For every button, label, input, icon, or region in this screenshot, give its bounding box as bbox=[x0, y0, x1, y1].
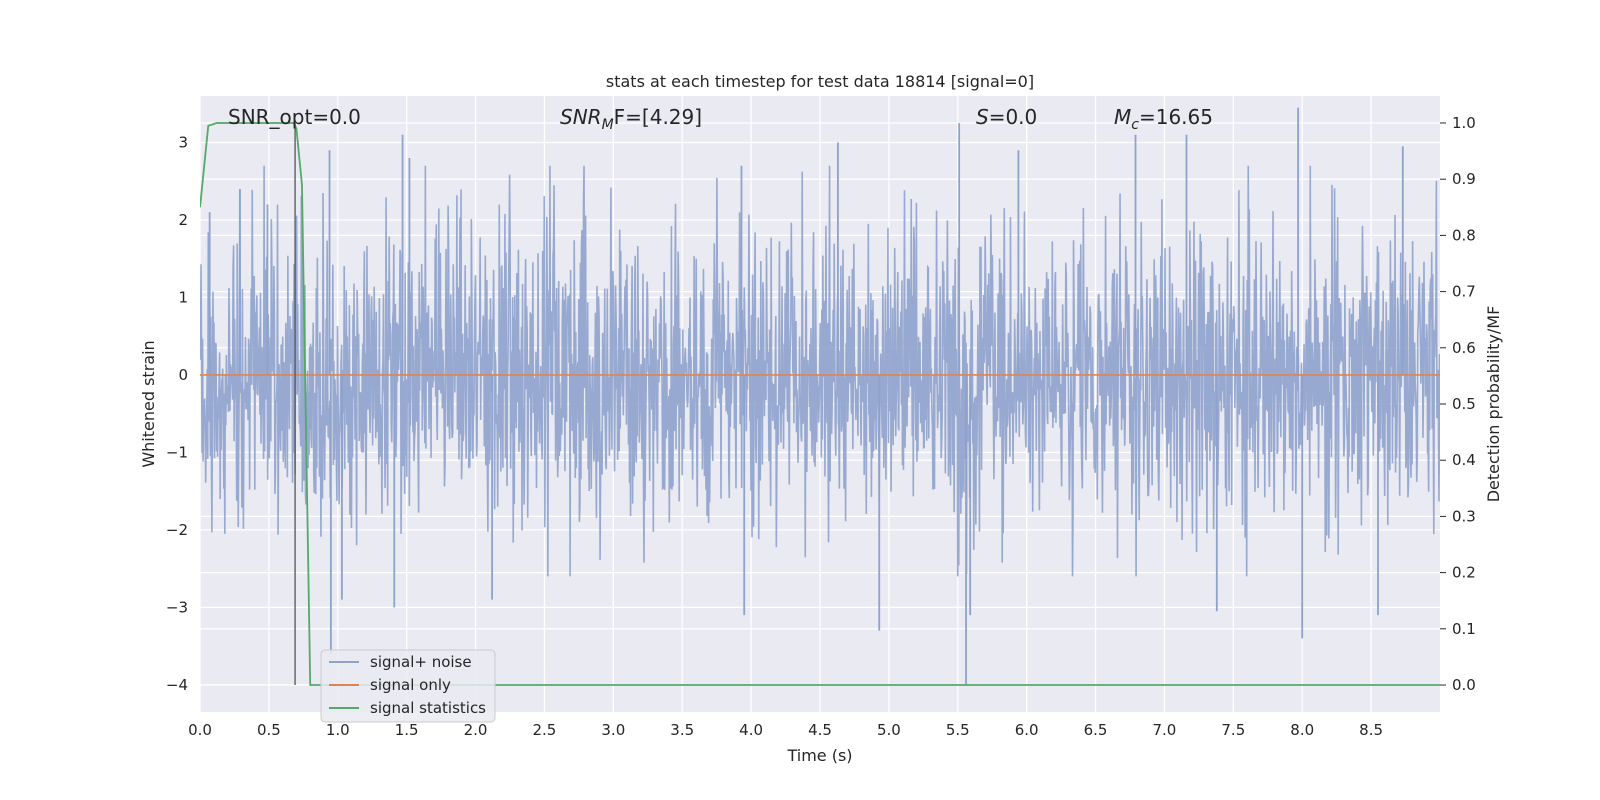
y2-tick-label: 0.6 bbox=[1452, 339, 1476, 357]
x-tick-label: 3.0 bbox=[601, 721, 625, 739]
x-tick-label: 3.5 bbox=[670, 721, 694, 739]
y-tick-label: −4 bbox=[166, 676, 188, 694]
legend-label-signal-only: signal only bbox=[370, 676, 451, 694]
y2-tick-label: 0.5 bbox=[1452, 395, 1476, 413]
y2-tick-label: 0.2 bbox=[1452, 564, 1476, 582]
x-tick-labels: 0.0 0.5 1.0 1.5 2.0 2.5 3.0 3.5 4.0 4.5 5.0 5.5 6.0 6… bbox=[188, 721, 1383, 739]
y-tick-label: −1 bbox=[166, 443, 188, 461]
annotation-s-rest: =0.0 bbox=[989, 105, 1038, 129]
y2-tick-label: 1.0 bbox=[1452, 114, 1476, 132]
x-tick-label: 5.0 bbox=[877, 721, 901, 739]
y2-axis-label: Detection probability/MF bbox=[1484, 306, 1503, 503]
y-tick-labels: 3 2 1 0 −1 −2 −3 −4 bbox=[166, 133, 188, 693]
y2-tick-label: 0.0 bbox=[1452, 676, 1476, 694]
series-layer bbox=[200, 107, 1440, 686]
legend-label-signal-noise: signal+ noise bbox=[370, 653, 472, 671]
annotation-snr-mf-rest: F=[4.29] bbox=[614, 105, 702, 129]
x-tick-label: 1.0 bbox=[326, 721, 350, 739]
x-tick-label: 2.0 bbox=[464, 721, 488, 739]
legend: signal+ noise signal only signal statist… bbox=[320, 649, 496, 723]
annotation-snr-opt: SNR_opt=0.0 bbox=[228, 105, 361, 129]
y2-tick-label: 0.4 bbox=[1452, 451, 1476, 469]
y-tick-label: −3 bbox=[166, 598, 188, 616]
x-tick-label: 0.0 bbox=[188, 721, 212, 739]
y2-tick-label: 0.9 bbox=[1452, 170, 1476, 188]
x-tick-label: 8.0 bbox=[1290, 721, 1314, 739]
x-tick-label: 4.5 bbox=[808, 721, 832, 739]
y-tick-label: 3 bbox=[178, 133, 188, 151]
annotation-snr-mf: SNRMF=[4.29] bbox=[560, 105, 702, 133]
x-tick-label: 6.5 bbox=[1084, 721, 1108, 739]
y2-tick-label: 0.7 bbox=[1452, 283, 1476, 301]
y2-tick-label: 0.3 bbox=[1452, 507, 1476, 525]
annotation-mc: Mc=16.65 bbox=[1114, 105, 1213, 133]
x-tick-label: 7.0 bbox=[1153, 721, 1177, 739]
legend-box bbox=[320, 649, 496, 723]
series-signal-noise bbox=[200, 165, 1440, 577]
x-tick-label: 1.5 bbox=[395, 721, 419, 739]
x-tick-label: 6.0 bbox=[1015, 721, 1039, 739]
y-tick-label: 0 bbox=[178, 366, 188, 384]
y-tick-label: 1 bbox=[178, 288, 188, 306]
x-tick-label: 2.5 bbox=[533, 721, 557, 739]
x-axis-label: Time (s) bbox=[786, 746, 852, 765]
annotation-mc-sub: c bbox=[1131, 117, 1139, 133]
x-tick-label: 4.0 bbox=[739, 721, 763, 739]
y2-tick-labels: 1.0 0.9 0.8 0.7 0.6 0.5 0.4 0.3 0.2 0.1 0.0 bbox=[1440, 114, 1476, 694]
annotation-snr-mf-sub: M bbox=[602, 117, 614, 133]
x-tick-label: 8.5 bbox=[1359, 721, 1383, 739]
annotation-mc-main: M bbox=[1114, 105, 1131, 129]
x-tick-label: 5.5 bbox=[946, 721, 970, 739]
signal-noise-spikes bbox=[208, 107, 1404, 685]
y-axis-label: Whitened strain bbox=[139, 340, 158, 467]
y-tick-label: −2 bbox=[166, 521, 188, 539]
annotation-snr-mf-main: SNR bbox=[560, 105, 602, 129]
annotation-mc-rest: =16.65 bbox=[1139, 105, 1213, 129]
y2-tick-label: 0.1 bbox=[1452, 620, 1476, 638]
y2-tick-label: 0.8 bbox=[1452, 226, 1476, 244]
legend-label-signal-statistics: signal statistics bbox=[370, 699, 486, 717]
x-tick-label: 7.5 bbox=[1221, 721, 1245, 739]
x-tick-label: 0.5 bbox=[257, 721, 281, 739]
chart-title: stats at each timestep for test data 188… bbox=[606, 72, 1034, 91]
annotation-s-main: S bbox=[976, 105, 989, 129]
y-tick-label: 2 bbox=[178, 211, 188, 229]
annotation-s: S=0.0 bbox=[976, 105, 1037, 129]
